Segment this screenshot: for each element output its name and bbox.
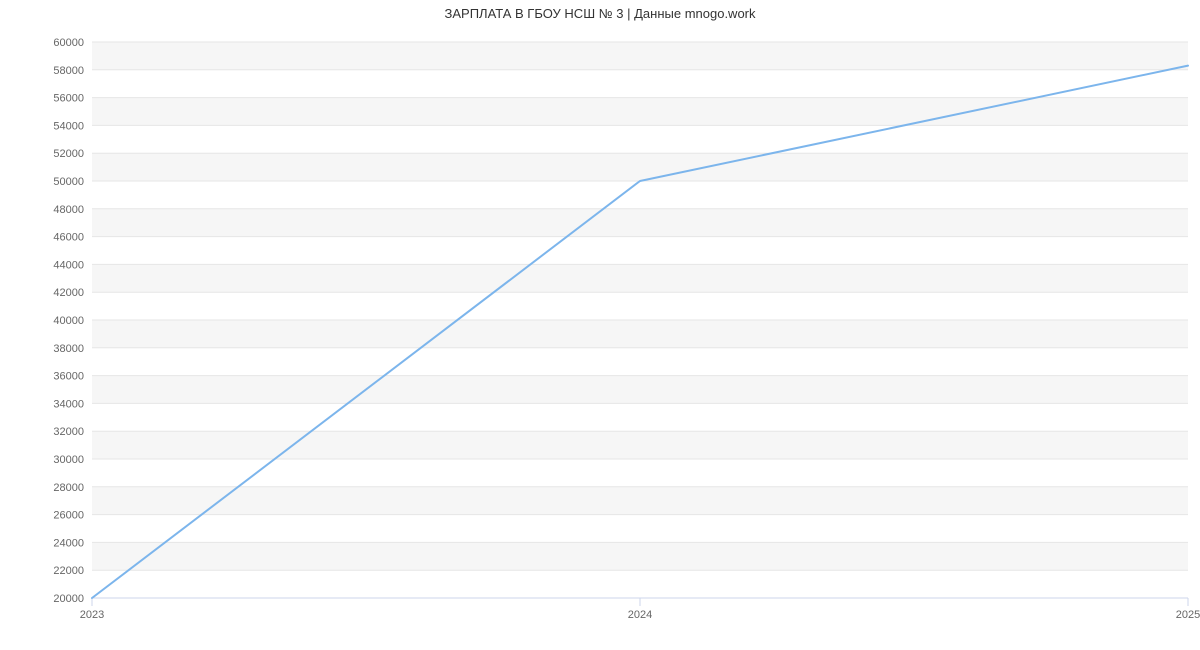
y-tick-label: 44000 (53, 259, 84, 271)
y-tick-label: 32000 (53, 426, 84, 438)
y-tick-label: 48000 (53, 204, 84, 216)
y-tick-label: 50000 (53, 176, 84, 188)
grid-band (92, 209, 1188, 237)
grid-band (92, 42, 1188, 70)
salary-line-chart: ЗАРПЛАТА В ГБОУ НСШ № 3 | Данные mnogo.w… (0, 0, 1200, 650)
x-tick-label: 2025 (1176, 609, 1200, 621)
y-tick-label: 60000 (53, 37, 84, 49)
y-tick-label: 20000 (53, 593, 84, 605)
chart-svg: 20000 22000 24000 26000 28000 30000 32000 34000… (0, 0, 1200, 650)
y-tick-label: 36000 (53, 371, 84, 383)
grid-band (92, 320, 1188, 348)
y-tick-label: 54000 (53, 120, 84, 132)
y-tick-label: 42000 (53, 287, 84, 299)
grid-band (92, 487, 1188, 515)
y-tick-label: 58000 (53, 65, 84, 77)
y-tick-label: 22000 (53, 565, 84, 577)
x-tick-label: 2024 (628, 609, 652, 621)
grid-band (92, 431, 1188, 459)
y-tick-label: 38000 (53, 343, 84, 355)
y-tick-label: 52000 (53, 148, 84, 160)
y-tick-label: 56000 (53, 93, 84, 105)
y-tick-label: 28000 (53, 482, 84, 494)
y-tick-label: 34000 (53, 398, 84, 410)
y-tick-label: 26000 (53, 510, 84, 522)
x-tick-label: 2023 (80, 609, 104, 621)
grid-band (92, 542, 1188, 570)
grid-band (92, 376, 1188, 404)
y-tick-label: 46000 (53, 232, 84, 244)
y-tick-label: 30000 (53, 454, 84, 466)
grid-band (92, 98, 1188, 126)
y-tick-label: 40000 (53, 315, 84, 327)
grid-band (92, 153, 1188, 181)
y-tick-label: 24000 (53, 537, 84, 549)
grid-band (92, 264, 1188, 292)
chart-title: ЗАРПЛАТА В ГБОУ НСШ № 3 | Данные mnogo.w… (0, 6, 1200, 21)
